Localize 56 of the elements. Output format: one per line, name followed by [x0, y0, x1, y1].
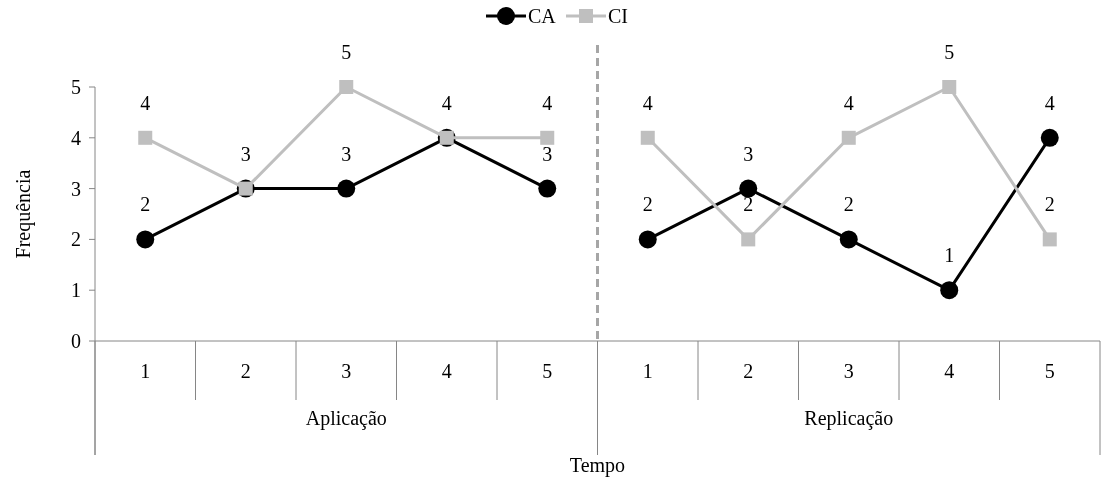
data-label: 3: [542, 142, 553, 165]
text: Replicação: [804, 407, 894, 430]
point: [741, 232, 756, 247]
data-label: 3: [341, 142, 352, 165]
data-label: 2: [843, 193, 854, 216]
data-label: 4: [843, 91, 854, 114]
y-tick-label: 4: [71, 126, 81, 149]
y-tick-label: 3: [71, 177, 81, 200]
point: [538, 179, 557, 198]
y-tick-label: 1: [71, 279, 81, 302]
data-label: 2: [743, 193, 754, 216]
x-tick-label: 3: [843, 360, 854, 382]
point: [942, 80, 957, 94]
point: [339, 80, 354, 94]
data-label: 4: [441, 91, 452, 114]
data-label: 4: [642, 91, 653, 114]
data-label: 4: [542, 91, 553, 114]
legend-label: CI: [608, 5, 628, 27]
x-axis-title: Tempo: [569, 454, 626, 477]
data-label: 4: [1044, 91, 1055, 114]
data-label: 5: [944, 41, 955, 63]
point: [940, 281, 959, 300]
x-tick-label: 4: [441, 360, 452, 382]
point: [337, 179, 356, 198]
x-tick-label: 2: [240, 360, 251, 382]
data-label: 2: [1044, 193, 1055, 216]
data-label: 1: [944, 244, 955, 267]
y-axis-title: Frequência: [12, 169, 35, 259]
y-tick-label: 2: [71, 228, 81, 251]
x-tick-label: 3: [341, 360, 352, 382]
data-label: 3: [743, 142, 754, 165]
point: [1040, 128, 1059, 147]
x-tick-label: 5: [542, 360, 553, 382]
data-label: 3: [240, 142, 251, 165]
text: Aplicação: [305, 407, 387, 430]
data-label: 2: [140, 193, 151, 216]
point: [839, 230, 858, 249]
point: [136, 230, 155, 249]
data-label: 5: [341, 41, 352, 63]
legend-label: CA: [528, 5, 557, 27]
y-tick-label: 0: [71, 330, 81, 352]
point: [739, 179, 758, 198]
point: [841, 130, 856, 145]
point: [1042, 232, 1057, 247]
x-tick-label: 1: [140, 360, 151, 382]
x-tick-label: 4: [944, 360, 955, 382]
x-tick-label: 5: [1044, 360, 1055, 382]
data-label: 2: [642, 193, 653, 216]
y-tick-label: 5: [71, 76, 81, 98]
point: [640, 130, 655, 145]
point: [638, 230, 657, 249]
point: [540, 130, 555, 145]
x-tick-label: 1: [642, 360, 653, 382]
x-tick-label: 2: [743, 360, 754, 382]
data-label: 4: [140, 91, 151, 114]
point: [138, 130, 153, 145]
